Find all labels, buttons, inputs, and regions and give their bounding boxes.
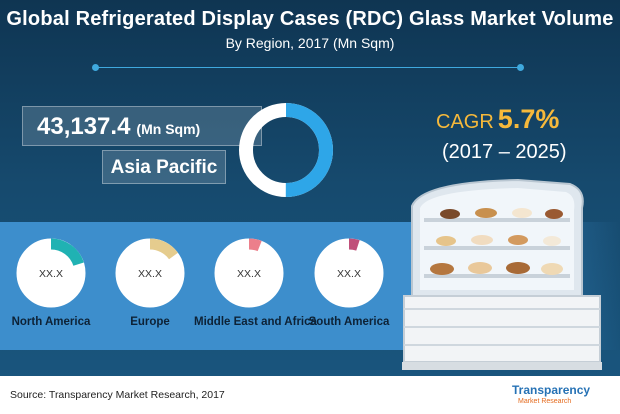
south-america-slice — [314, 238, 384, 308]
source-note: Source: Transparency Market Research, 20… — [10, 389, 225, 401]
chart-title: Global Refrigerated Display Cases (RDC) … — [6, 8, 614, 30]
logo-sub-text: Market Research — [518, 398, 572, 405]
display-case-illustration — [402, 178, 602, 370]
middle-east-africa-value: XX.X — [237, 268, 261, 280]
middle-east-africa-slice — [214, 238, 284, 308]
company-logo: Transparency Market Research — [512, 381, 616, 411]
cagr-value: 5.7% — [497, 104, 560, 134]
europe-donut: XX.X — [115, 238, 185, 308]
europe-slice — [115, 238, 185, 308]
south-america-value: XX.X — [337, 268, 361, 280]
highlight-value: 43,137.4 — [37, 113, 131, 140]
europe-value: XX.X — [138, 268, 162, 280]
cagr-label: CAGR — [436, 111, 494, 133]
north-america-slice — [16, 238, 86, 308]
logo-main-text: Transparency — [512, 383, 591, 397]
north-america-donut: XX.X — [16, 238, 86, 308]
asia-pacific-donut — [239, 103, 333, 197]
europe-label: Europe — [130, 316, 170, 328]
middle-east-africa-label: Middle East and Africa — [194, 316, 317, 328]
title-divider — [95, 67, 520, 68]
south-america-donut: XX.X — [314, 238, 384, 308]
cagr-line: CAGR 5.7% — [436, 104, 559, 135]
divider-dot-right — [517, 64, 524, 71]
asia-pacific-slice — [239, 103, 333, 197]
highlight-value-box: 43,137.4 (Mn Sqm) — [22, 106, 262, 146]
cagr-period: (2017 – 2025) — [442, 141, 567, 163]
north-america-label: North America — [11, 316, 91, 328]
highlight-unit: (Mn Sqm) — [136, 121, 201, 137]
footer-bar — [0, 376, 620, 414]
middle-east-africa-donut: XX.X — [214, 238, 284, 308]
north-america-value: XX.X — [39, 268, 63, 280]
highlight-region: Asia Pacific — [102, 150, 226, 184]
south-america-label: South America — [308, 316, 390, 328]
chart-subtitle: By Region, 2017 (Mn Sqm) — [225, 35, 395, 51]
